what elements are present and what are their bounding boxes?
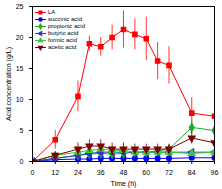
html-text:succinic acid: succinic acid [48, 16, 82, 22]
svg-text:10: 10 [16, 96, 24, 103]
html-text:butyric acid: butyric acid [48, 30, 79, 36]
html-text:formic acid: formic acid [48, 37, 77, 43]
svg-text:0: 0 [31, 169, 35, 176]
svg-text:0: 0 [20, 158, 24, 165]
html-text:propionic acid: propionic acid [48, 23, 85, 29]
html-text:LA: LA [48, 9, 56, 15]
svg-text:24: 24 [74, 169, 82, 176]
svg-text:48: 48 [120, 169, 128, 176]
svg-text:20: 20 [16, 34, 24, 41]
svg-text:5: 5 [20, 127, 24, 134]
html-text:acetic acid: acetic acid [48, 44, 77, 50]
svg-text:72: 72 [165, 169, 173, 176]
svg-text:Time (h): Time (h) [111, 180, 137, 188]
svg-text:36: 36 [97, 169, 105, 176]
svg-text:Acid concentration (g/L): Acid concentration (g/L) [5, 47, 13, 121]
svg-text:25: 25 [16, 3, 24, 10]
svg-text:12: 12 [51, 169, 59, 176]
svg-text:60: 60 [142, 169, 150, 176]
svg-text:84: 84 [188, 169, 196, 176]
svg-text:15: 15 [16, 65, 24, 72]
svg-text:96: 96 [211, 169, 219, 176]
